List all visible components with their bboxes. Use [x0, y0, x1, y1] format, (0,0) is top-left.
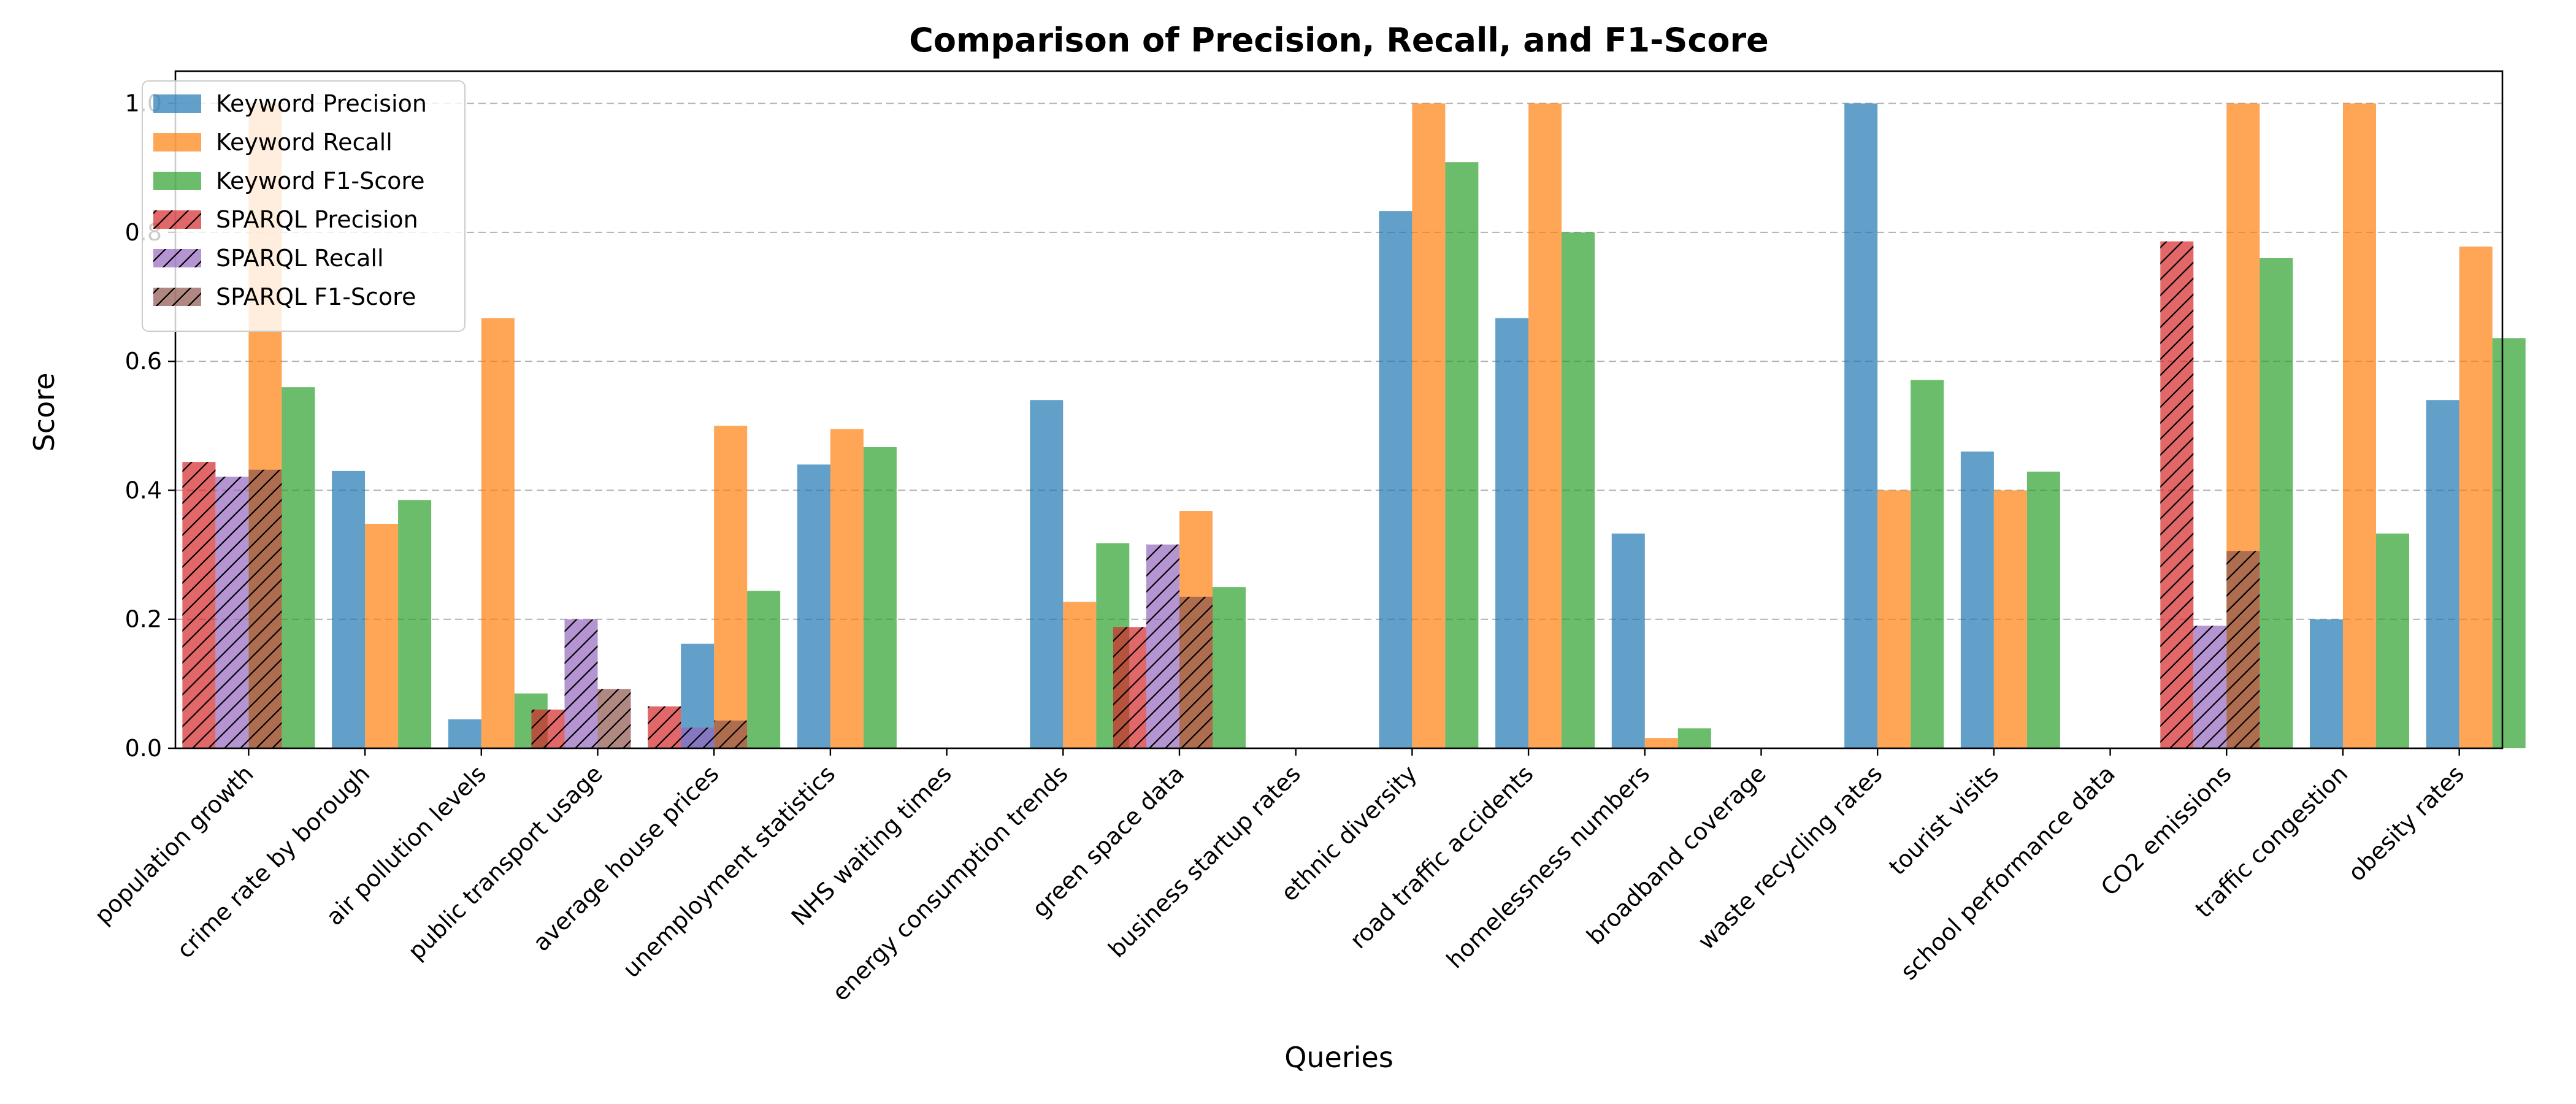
- bar: [448, 719, 481, 748]
- bar: [2492, 338, 2526, 748]
- bar: [1445, 162, 1479, 748]
- x-tick-label: obesity rates: [2343, 760, 2469, 886]
- bar-hatch: [648, 706, 681, 748]
- bar-hatch: [2193, 626, 2227, 748]
- bar: [1877, 490, 1911, 748]
- legend-label: SPARQL F1-Score: [216, 283, 416, 310]
- bar: [1611, 533, 1645, 748]
- bar: [1495, 318, 1529, 748]
- x-tick-label: homelessness numbers: [1441, 760, 1655, 973]
- x-tick-label: crime rate by borough: [172, 760, 375, 964]
- bar-hatch: [248, 469, 282, 748]
- x-axis-label: Queries: [1284, 1041, 1393, 1074]
- legend-swatch: [153, 133, 201, 151]
- bar: [863, 447, 897, 748]
- bar-hatch: [2160, 241, 2194, 748]
- bar-hatch: [2226, 551, 2260, 748]
- bar: [1030, 400, 1064, 748]
- chart-title: Comparison of Precision, Recall, and F1-…: [909, 21, 1768, 59]
- legend: Keyword Precision Keyword Recall Keyword F…: [142, 80, 466, 332]
- x-tick-label: public transport usage: [403, 760, 608, 965]
- x-tick-label: unemployment statistics: [618, 760, 840, 983]
- bar: [398, 500, 432, 748]
- bar: [1528, 103, 1562, 749]
- legend-box: [142, 80, 466, 332]
- y-tick-label: 0.2: [125, 606, 162, 633]
- legend-swatch-hatch: [153, 288, 201, 306]
- x-tick-label: school performance data: [1895, 760, 2120, 985]
- bars: [182, 103, 2526, 749]
- legend-label: SPARQL Precision: [216, 206, 418, 233]
- bar: [1677, 728, 1711, 748]
- bar: [282, 387, 315, 748]
- bar: [1844, 103, 1878, 749]
- x-tick-label: average house prices: [527, 760, 724, 956]
- bar: [2426, 400, 2459, 748]
- grid-lines: [175, 102, 2502, 620]
- x-tick-label: tourist visits: [1884, 760, 2004, 880]
- bar-hatch: [531, 709, 565, 748]
- x-tick-label: business startup rates: [1103, 760, 1306, 963]
- bar-hatch: [597, 689, 631, 748]
- bar: [2309, 619, 2343, 748]
- axes: [174, 70, 2504, 749]
- y-tick-label: 0.6: [125, 348, 162, 375]
- bar: [1993, 490, 2027, 748]
- bar: [1911, 380, 1944, 748]
- bar-hatch: [1146, 544, 1179, 748]
- bar-hatch: [215, 477, 249, 748]
- bar-hatch: [681, 727, 715, 748]
- bar-hatch: [1179, 596, 1213, 748]
- legend-swatch: [153, 172, 201, 190]
- bar-hatch: [564, 619, 598, 748]
- y-tick-label: 0.0: [125, 735, 162, 762]
- legend-label: Keyword Recall: [216, 129, 393, 156]
- legend-label: Keyword Precision: [216, 90, 427, 117]
- bar: [830, 429, 864, 748]
- bar-hatch: [1113, 627, 1146, 748]
- bar: [1379, 211, 1413, 748]
- bar: [1960, 451, 1994, 748]
- bar: [2459, 246, 2493, 748]
- bar: [365, 524, 399, 748]
- bar: [797, 464, 830, 748]
- x-tick-label: energy consumption trends: [827, 760, 1073, 1006]
- bar-hatch: [182, 462, 216, 748]
- bar: [2342, 103, 2376, 749]
- bar: [332, 470, 366, 748]
- bar: [2026, 471, 2060, 748]
- legend-swatch-hatch: [153, 210, 201, 229]
- bar: [2375, 533, 2409, 748]
- plot-frame: [174, 70, 2504, 749]
- bar: [1412, 103, 1446, 749]
- legend-label: SPARQL Recall: [216, 245, 384, 272]
- legend-swatch-hatch: [153, 249, 201, 267]
- bar: [1644, 738, 1678, 748]
- bar: [1063, 602, 1097, 748]
- bar: [747, 591, 781, 748]
- x-tick-label: waste recycling rates: [1693, 760, 1888, 955]
- legend-label: Keyword F1-Score: [216, 167, 425, 194]
- legend-swatch: [153, 94, 201, 113]
- bar: [714, 426, 748, 748]
- bar-hatch: [714, 720, 748, 748]
- bar: [481, 318, 515, 748]
- y-tick-label: 0.4: [125, 477, 162, 504]
- bar: [1562, 232, 1595, 748]
- bar: [1212, 587, 1246, 748]
- bar: [2260, 258, 2293, 748]
- y-axis-label: Score: [28, 373, 61, 452]
